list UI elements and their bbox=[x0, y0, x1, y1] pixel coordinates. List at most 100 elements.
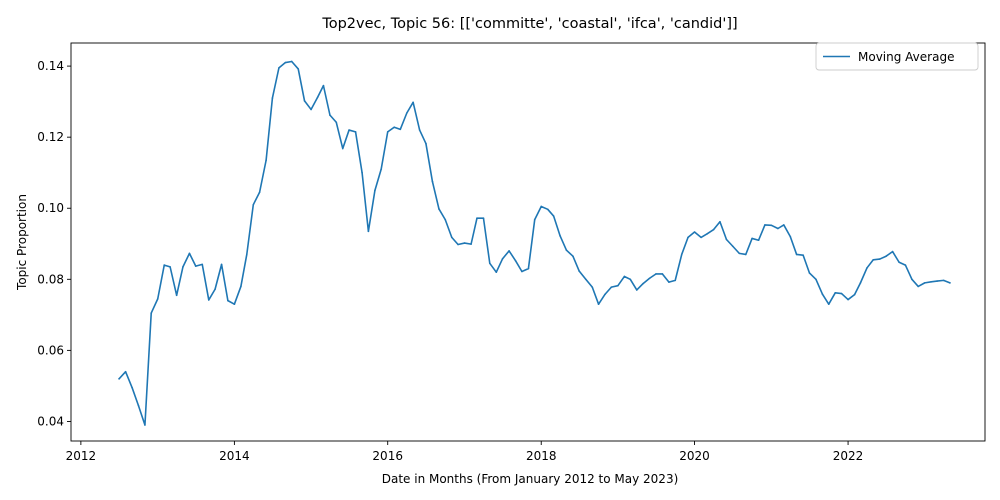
data-point-2018-03-01 bbox=[552, 215, 555, 217]
data-point-2014-10-01 bbox=[290, 60, 293, 63]
data-point-2016-06-01 bbox=[418, 129, 421, 131]
data-point-2013-01-01 bbox=[156, 298, 159, 300]
x-tick-label-2020: 2020 bbox=[679, 449, 710, 463]
data-point-2016-01-01 bbox=[386, 131, 389, 133]
data-point-2017-07-01 bbox=[501, 257, 504, 260]
data-point-2019-01-01 bbox=[617, 284, 619, 287]
data-point-2022-09-01 bbox=[898, 261, 900, 264]
x-tick-label-2012: 2012 bbox=[66, 449, 97, 463]
data-point-2018-11-01 bbox=[604, 293, 606, 296]
data-point-2020-11-01 bbox=[757, 239, 760, 242]
data-point-2016-03-01 bbox=[399, 128, 402, 131]
data-point-2012-08-01 bbox=[124, 370, 127, 373]
data-point-2019-10-01 bbox=[674, 279, 677, 282]
data-point-2015-06-01 bbox=[341, 147, 344, 150]
data-point-2017-10-01 bbox=[521, 270, 523, 273]
data-point-2021-10-01 bbox=[827, 303, 830, 305]
data-point-2019-11-01 bbox=[680, 253, 683, 256]
x-tick-label-2016: 2016 bbox=[372, 449, 403, 463]
data-point-2013-07-01 bbox=[194, 265, 197, 267]
data-point-2020-06-01 bbox=[725, 238, 728, 241]
data-point-2013-11-01 bbox=[220, 263, 223, 266]
data-point-2019-05-01 bbox=[642, 282, 644, 285]
data-point-2014-01-01 bbox=[233, 303, 236, 305]
data-point-2020-01-01 bbox=[693, 231, 696, 233]
data-point-2012-10-01 bbox=[137, 404, 140, 407]
data-point-2021-11-01 bbox=[834, 292, 837, 294]
data-point-2013-04-01 bbox=[175, 294, 178, 297]
data-point-2023-04-01 bbox=[942, 279, 945, 282]
data-point-2021-05-01 bbox=[795, 253, 798, 256]
data-point-2019-03-01 bbox=[629, 278, 632, 281]
data-point-2013-08-01 bbox=[201, 263, 204, 266]
data-point-2021-02-01 bbox=[777, 227, 779, 230]
data-point-2015-07-01 bbox=[348, 129, 350, 131]
data-point-2020-02-01 bbox=[700, 236, 702, 239]
data-point-2019-06-01 bbox=[648, 277, 651, 280]
data-point-2018-06-01 bbox=[572, 255, 574, 258]
data-point-2015-08-01 bbox=[354, 131, 357, 133]
data-point-2022-01-01 bbox=[847, 298, 849, 301]
legend-box bbox=[815, 42, 979, 71]
data-point-2023-01-01 bbox=[923, 282, 926, 284]
data-point-2012-12-01 bbox=[150, 312, 153, 314]
data-point-2017-11-01 bbox=[527, 267, 530, 270]
data-point-2016-04-01 bbox=[406, 112, 408, 114]
data-point-2020-05-01 bbox=[719, 220, 721, 223]
data-point-2014-07-01 bbox=[271, 97, 274, 99]
data-point-2018-02-01 bbox=[546, 208, 549, 211]
x-tick-label-2018: 2018 bbox=[526, 449, 557, 463]
data-point-2022-03-01 bbox=[859, 282, 862, 284]
data-point-2020-09-01 bbox=[744, 253, 747, 256]
data-point-2021-01-01 bbox=[770, 224, 773, 227]
data-point-2014-09-01 bbox=[284, 61, 287, 64]
data-point-2015-11-01 bbox=[374, 189, 376, 192]
data-point-2014-11-01 bbox=[297, 68, 300, 70]
data-point-2019-08-01 bbox=[661, 273, 664, 275]
data-point-2021-03-01 bbox=[783, 224, 785, 226]
data-point-2014-12-01 bbox=[303, 100, 306, 102]
data-point-2016-08-01 bbox=[431, 180, 434, 183]
legend: Moving Average bbox=[815, 42, 979, 71]
data-point-2021-04-01 bbox=[789, 235, 792, 238]
y-tick-label-0.06: 0.06 bbox=[37, 343, 64, 357]
data-point-2016-05-01 bbox=[412, 101, 414, 104]
data-point-2017-06-01 bbox=[495, 271, 498, 274]
data-point-2020-12-01 bbox=[764, 224, 766, 226]
data-point-2014-02-01 bbox=[240, 285, 242, 288]
data-point-2021-08-01 bbox=[815, 278, 817, 281]
data-point-2023-02-01 bbox=[930, 281, 933, 283]
data-point-2022-06-01 bbox=[878, 258, 881, 260]
data-point-2022-02-01 bbox=[853, 293, 856, 296]
chart-title: Top2vec, Topic 56: [['committe', 'coasta… bbox=[321, 16, 737, 32]
y-tick-label-0.10: 0.10 bbox=[37, 201, 64, 215]
data-point-2015-01-01 bbox=[310, 108, 312, 111]
series-points bbox=[118, 60, 951, 426]
data-point-2012-11-01 bbox=[144, 424, 146, 426]
data-point-2018-05-01 bbox=[565, 249, 568, 251]
data-point-2015-12-01 bbox=[380, 168, 383, 170]
data-point-2017-02-01 bbox=[470, 243, 472, 245]
data-point-2022-10-01 bbox=[904, 264, 907, 266]
data-point-2018-04-01 bbox=[559, 235, 561, 237]
data-point-2017-04-01 bbox=[482, 217, 485, 219]
data-point-2015-02-01 bbox=[316, 96, 319, 99]
data-point-2019-04-01 bbox=[635, 289, 638, 291]
data-point-2013-05-01 bbox=[182, 266, 184, 268]
data-point-2022-05-01 bbox=[872, 258, 875, 261]
data-point-2019-09-01 bbox=[668, 281, 670, 283]
data-point-2017-08-01 bbox=[508, 250, 510, 252]
data-point-2022-04-01 bbox=[866, 267, 868, 269]
data-point-2016-07-01 bbox=[425, 142, 427, 145]
data-point-2015-03-01 bbox=[322, 84, 325, 87]
data-point-2022-07-01 bbox=[885, 255, 887, 258]
y-tick-label-0.08: 0.08 bbox=[37, 272, 64, 286]
data-point-2019-07-01 bbox=[655, 273, 657, 275]
data-point-2018-10-01 bbox=[597, 303, 600, 305]
data-point-2014-04-01 bbox=[252, 203, 255, 206]
data-point-2020-04-01 bbox=[712, 228, 715, 231]
y-tick-label-0.04: 0.04 bbox=[37, 414, 64, 428]
data-point-2018-09-01 bbox=[591, 286, 594, 288]
